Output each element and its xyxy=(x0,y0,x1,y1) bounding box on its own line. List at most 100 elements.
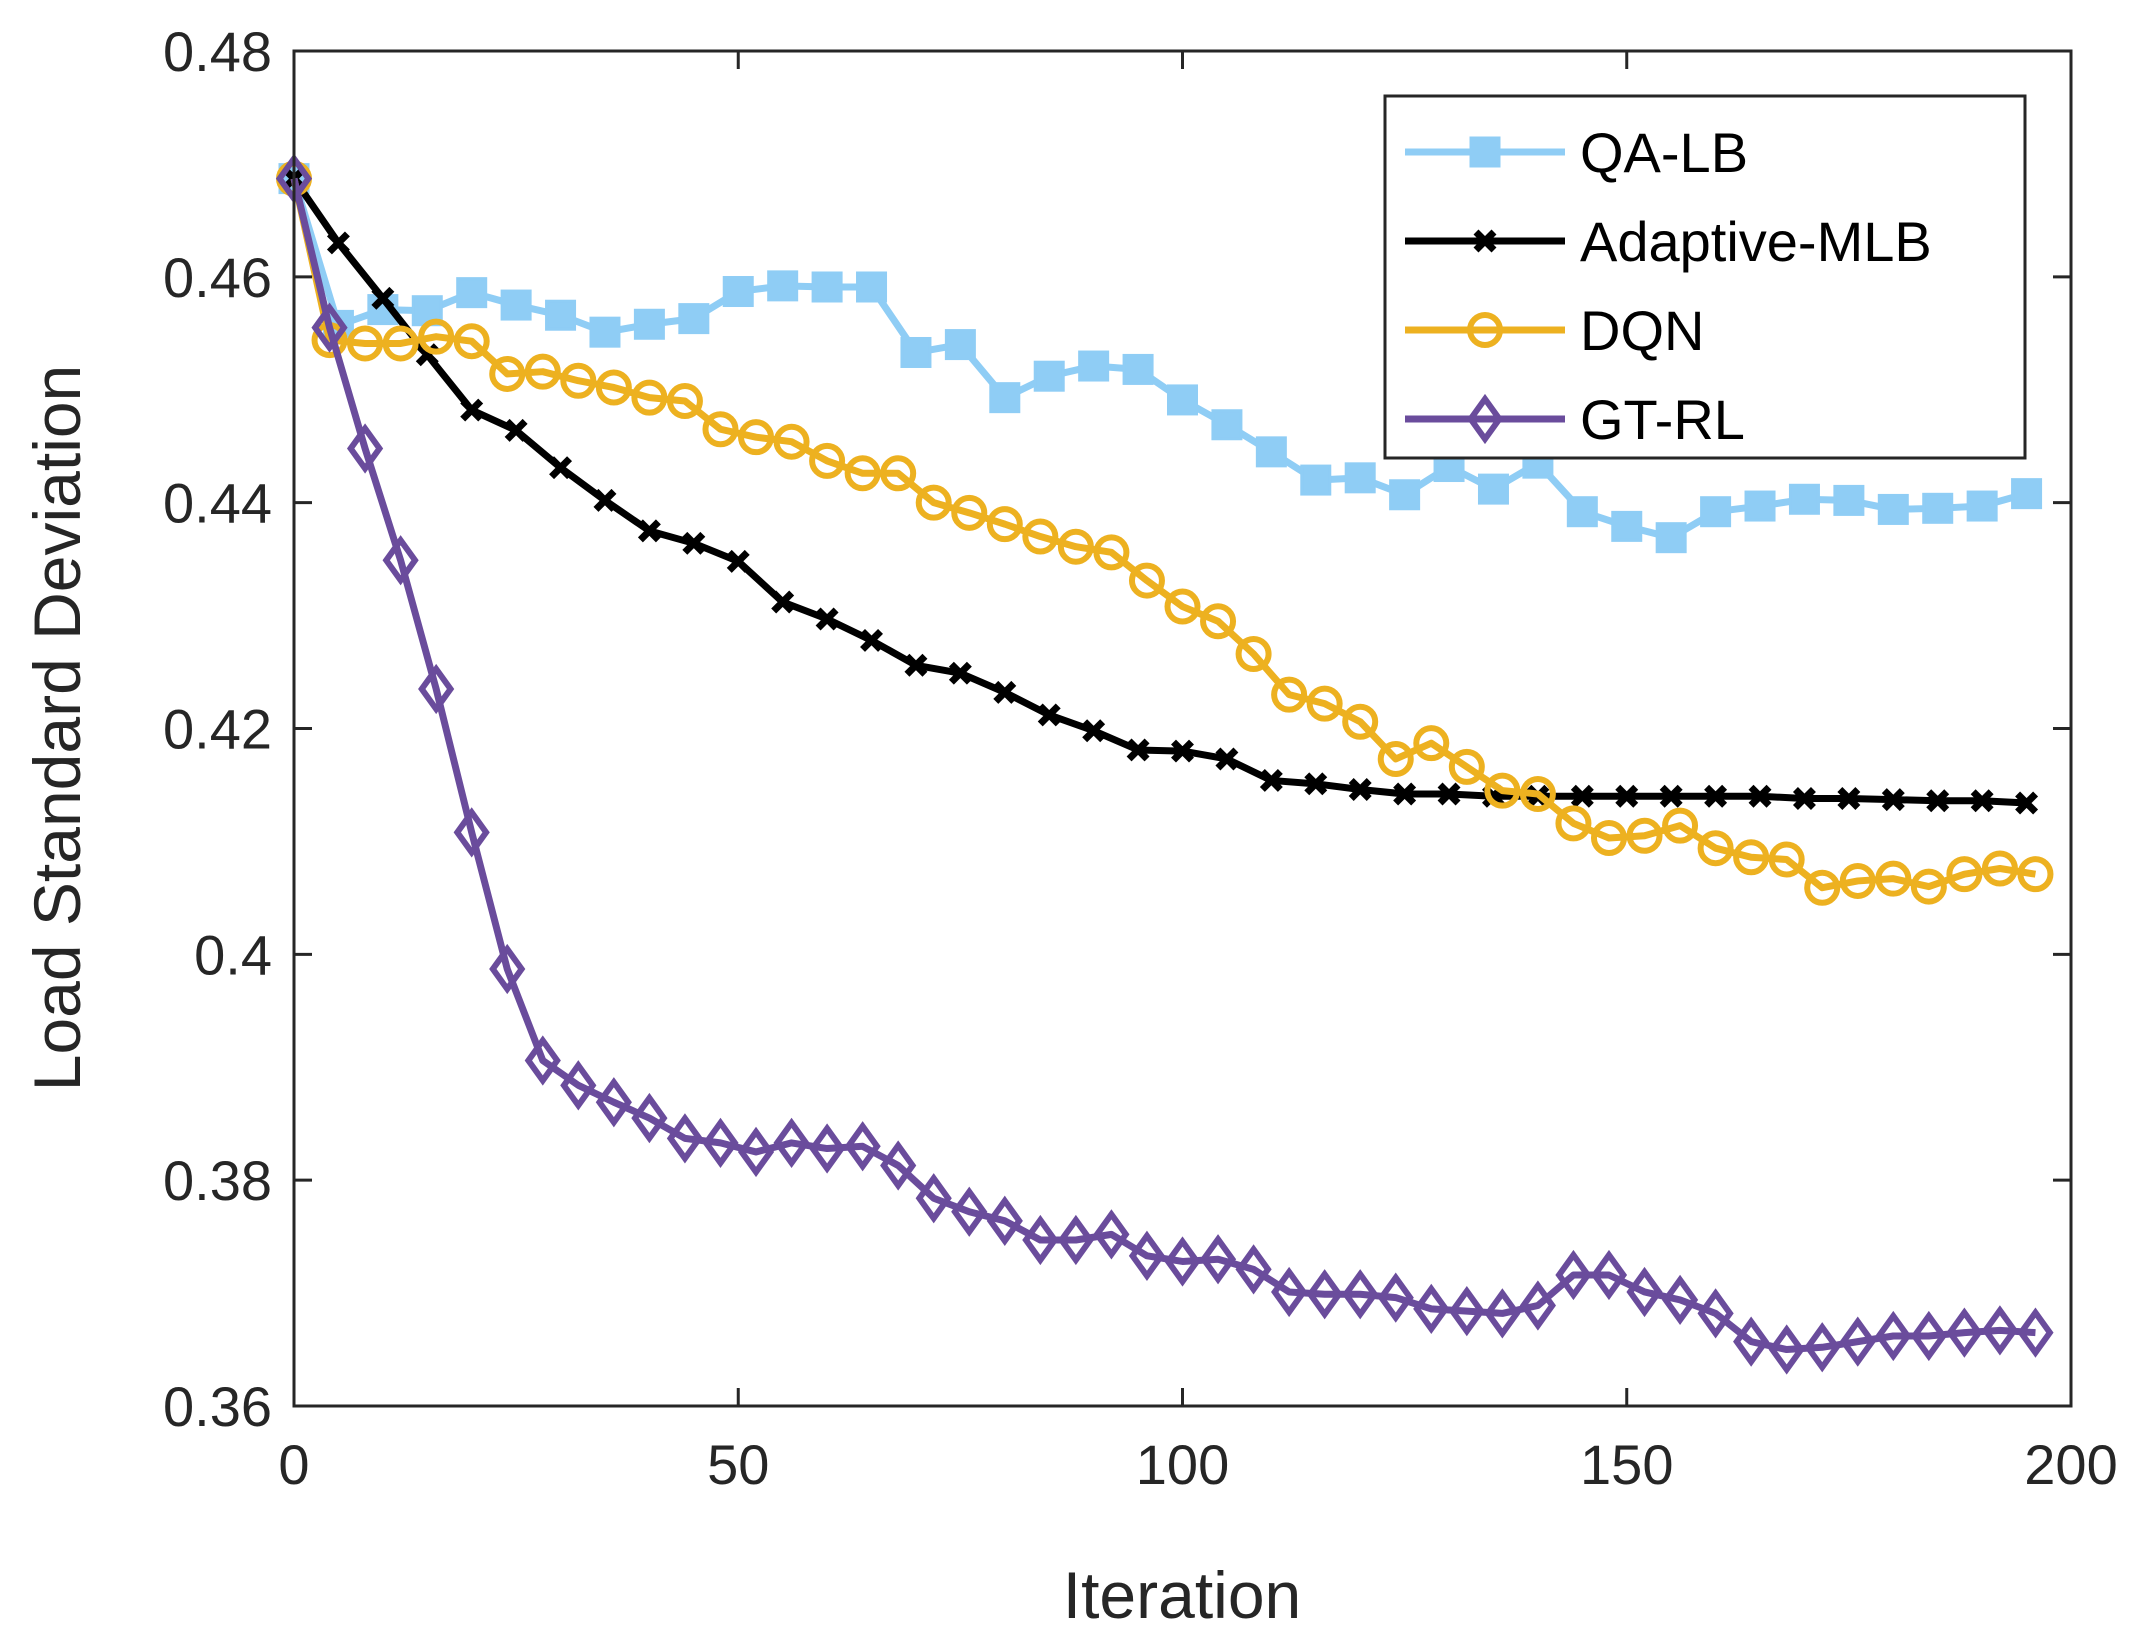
data-point xyxy=(595,1077,632,1128)
data-point xyxy=(1662,807,1699,844)
data-point xyxy=(418,318,455,355)
data-point xyxy=(904,653,928,677)
data-point xyxy=(2015,791,2039,815)
data-point xyxy=(1033,360,1065,392)
data-point xyxy=(773,423,810,460)
data-point xyxy=(1235,1244,1272,1295)
data-point xyxy=(1413,725,1450,762)
data-point xyxy=(726,549,750,573)
data-point xyxy=(1519,1280,1556,1331)
data-point xyxy=(1697,1288,1734,1339)
data-point xyxy=(1271,1266,1308,1318)
data-point xyxy=(1733,1316,1770,1367)
x-tick-label: 200 xyxy=(2024,1433,2117,1496)
data-point xyxy=(1788,483,1820,515)
data-point xyxy=(1655,522,1687,554)
data-point xyxy=(951,1186,988,1237)
data-point xyxy=(1377,1272,1414,1323)
data-point xyxy=(549,456,573,480)
legend-label: DQN xyxy=(1580,299,1704,362)
data-point xyxy=(1926,789,1950,813)
data-point xyxy=(1304,772,1328,796)
data-point xyxy=(1910,1310,1947,1362)
series-layer xyxy=(275,153,2054,1375)
data-point xyxy=(1792,787,1816,810)
data-point xyxy=(1833,484,1865,516)
data-point xyxy=(1768,1324,1805,1375)
data-point xyxy=(1611,510,1643,542)
series-line xyxy=(290,177,2028,542)
data-point xyxy=(1128,562,1165,599)
data-point xyxy=(1093,1209,1130,1260)
data-point xyxy=(989,382,1021,414)
x-axis-label: Iteration xyxy=(1063,1558,1301,1632)
data-point xyxy=(489,943,526,995)
data-point xyxy=(1626,1266,1663,1318)
data-point xyxy=(418,663,455,715)
data-point xyxy=(371,286,395,310)
legend-marker-icon xyxy=(1469,136,1501,168)
data-point xyxy=(844,455,881,492)
data-point xyxy=(1122,353,1154,385)
axis-ticks: 0 50 100 150 200 0.36 0.38 0.4 0.42 0.44 0.46 0.48 xyxy=(163,20,2118,1496)
data-point xyxy=(1448,748,1485,785)
data-point xyxy=(1839,862,1876,899)
data-point xyxy=(737,1126,775,1178)
data-point xyxy=(1484,1288,1521,1339)
data-point xyxy=(815,607,839,631)
data-point xyxy=(524,353,561,390)
y-tick-label: 0.42 xyxy=(163,698,272,761)
series-gt-rl xyxy=(275,153,2054,1375)
data-point xyxy=(1200,603,1237,640)
data-point xyxy=(1126,738,1150,762)
data-point xyxy=(2011,478,2043,510)
data-point xyxy=(1519,775,1556,812)
data-point xyxy=(1768,841,1805,878)
data-point xyxy=(560,362,597,399)
data-point xyxy=(722,276,754,308)
data-point xyxy=(637,519,661,543)
data-point xyxy=(456,277,488,309)
data-point xyxy=(1342,703,1379,740)
data-point xyxy=(1477,473,1509,505)
data-point xyxy=(460,398,484,422)
data-point xyxy=(1566,496,1598,528)
data-point xyxy=(844,1121,881,1172)
data-point xyxy=(1555,1249,1592,1301)
data-point xyxy=(382,325,419,362)
data-point xyxy=(1037,703,1061,727)
data-point xyxy=(666,1113,704,1164)
data-point xyxy=(595,369,632,406)
data-point xyxy=(347,325,384,362)
data-point xyxy=(1022,1214,1059,1266)
data-point xyxy=(880,455,917,492)
data-point xyxy=(986,506,1023,543)
data-point xyxy=(1057,528,1094,565)
data-point xyxy=(1946,1307,1983,1358)
data-point xyxy=(915,1173,952,1224)
data-point xyxy=(2017,1307,2054,1358)
data-point xyxy=(1910,868,1947,905)
data-point xyxy=(504,418,528,442)
data-point xyxy=(1448,1286,1485,1337)
data-point xyxy=(1590,1249,1628,1301)
data-point xyxy=(1167,384,1198,416)
data-point xyxy=(1306,1269,1343,1320)
data-point xyxy=(1875,860,1912,897)
data-point xyxy=(589,316,621,348)
data-point xyxy=(678,303,710,335)
legend-marker-icon xyxy=(1473,229,1497,253)
x-tick-label: 50 xyxy=(707,1433,769,1496)
legend-entry: QA-LB xyxy=(1405,121,1748,184)
data-point xyxy=(773,1117,810,1169)
data-point xyxy=(1235,635,1272,672)
data-point xyxy=(311,302,348,353)
data-point xyxy=(1199,1234,1237,1285)
data-point xyxy=(633,308,665,340)
data-point xyxy=(1164,1236,1201,1287)
data-point xyxy=(1082,719,1106,743)
data-point xyxy=(1306,685,1343,722)
data-point xyxy=(1164,588,1201,625)
data-point xyxy=(771,590,795,614)
